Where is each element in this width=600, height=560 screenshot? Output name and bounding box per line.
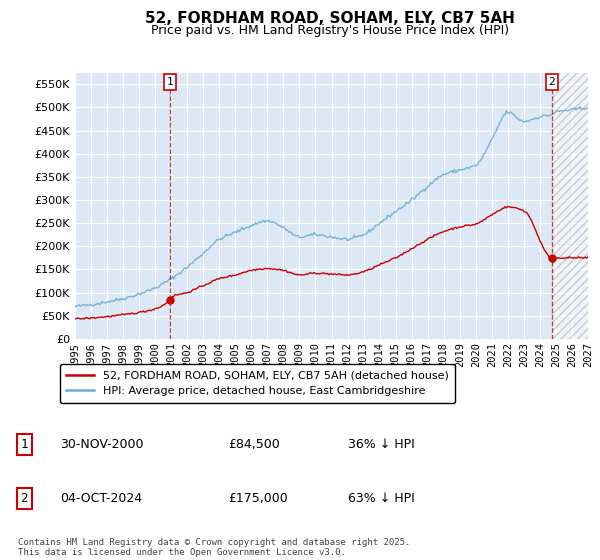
Text: 2: 2: [548, 77, 556, 87]
Text: 1: 1: [20, 438, 28, 451]
Text: 1: 1: [167, 77, 173, 87]
Text: 2: 2: [20, 492, 28, 505]
Bar: [552, 73, 588, 339]
Text: Contains HM Land Registry data © Crown copyright and database right 2025.
This d: Contains HM Land Registry data © Crown c…: [18, 538, 410, 557]
Text: £84,500: £84,500: [228, 438, 280, 451]
Legend: 52, FORDHAM ROAD, SOHAM, ELY, CB7 5AH (detached house), HPI: Average price, deta: 52, FORDHAM ROAD, SOHAM, ELY, CB7 5AH (d…: [59, 364, 455, 403]
Text: Price paid vs. HM Land Registry's House Price Index (HPI): Price paid vs. HM Land Registry's House …: [151, 24, 509, 36]
Text: 30-NOV-2000: 30-NOV-2000: [60, 438, 143, 451]
Text: £175,000: £175,000: [228, 492, 288, 505]
Text: 36% ↓ HPI: 36% ↓ HPI: [348, 438, 415, 451]
Text: 52, FORDHAM ROAD, SOHAM, ELY, CB7 5AH: 52, FORDHAM ROAD, SOHAM, ELY, CB7 5AH: [145, 11, 515, 26]
Text: 63% ↓ HPI: 63% ↓ HPI: [348, 492, 415, 505]
Text: 04-OCT-2024: 04-OCT-2024: [60, 492, 142, 505]
